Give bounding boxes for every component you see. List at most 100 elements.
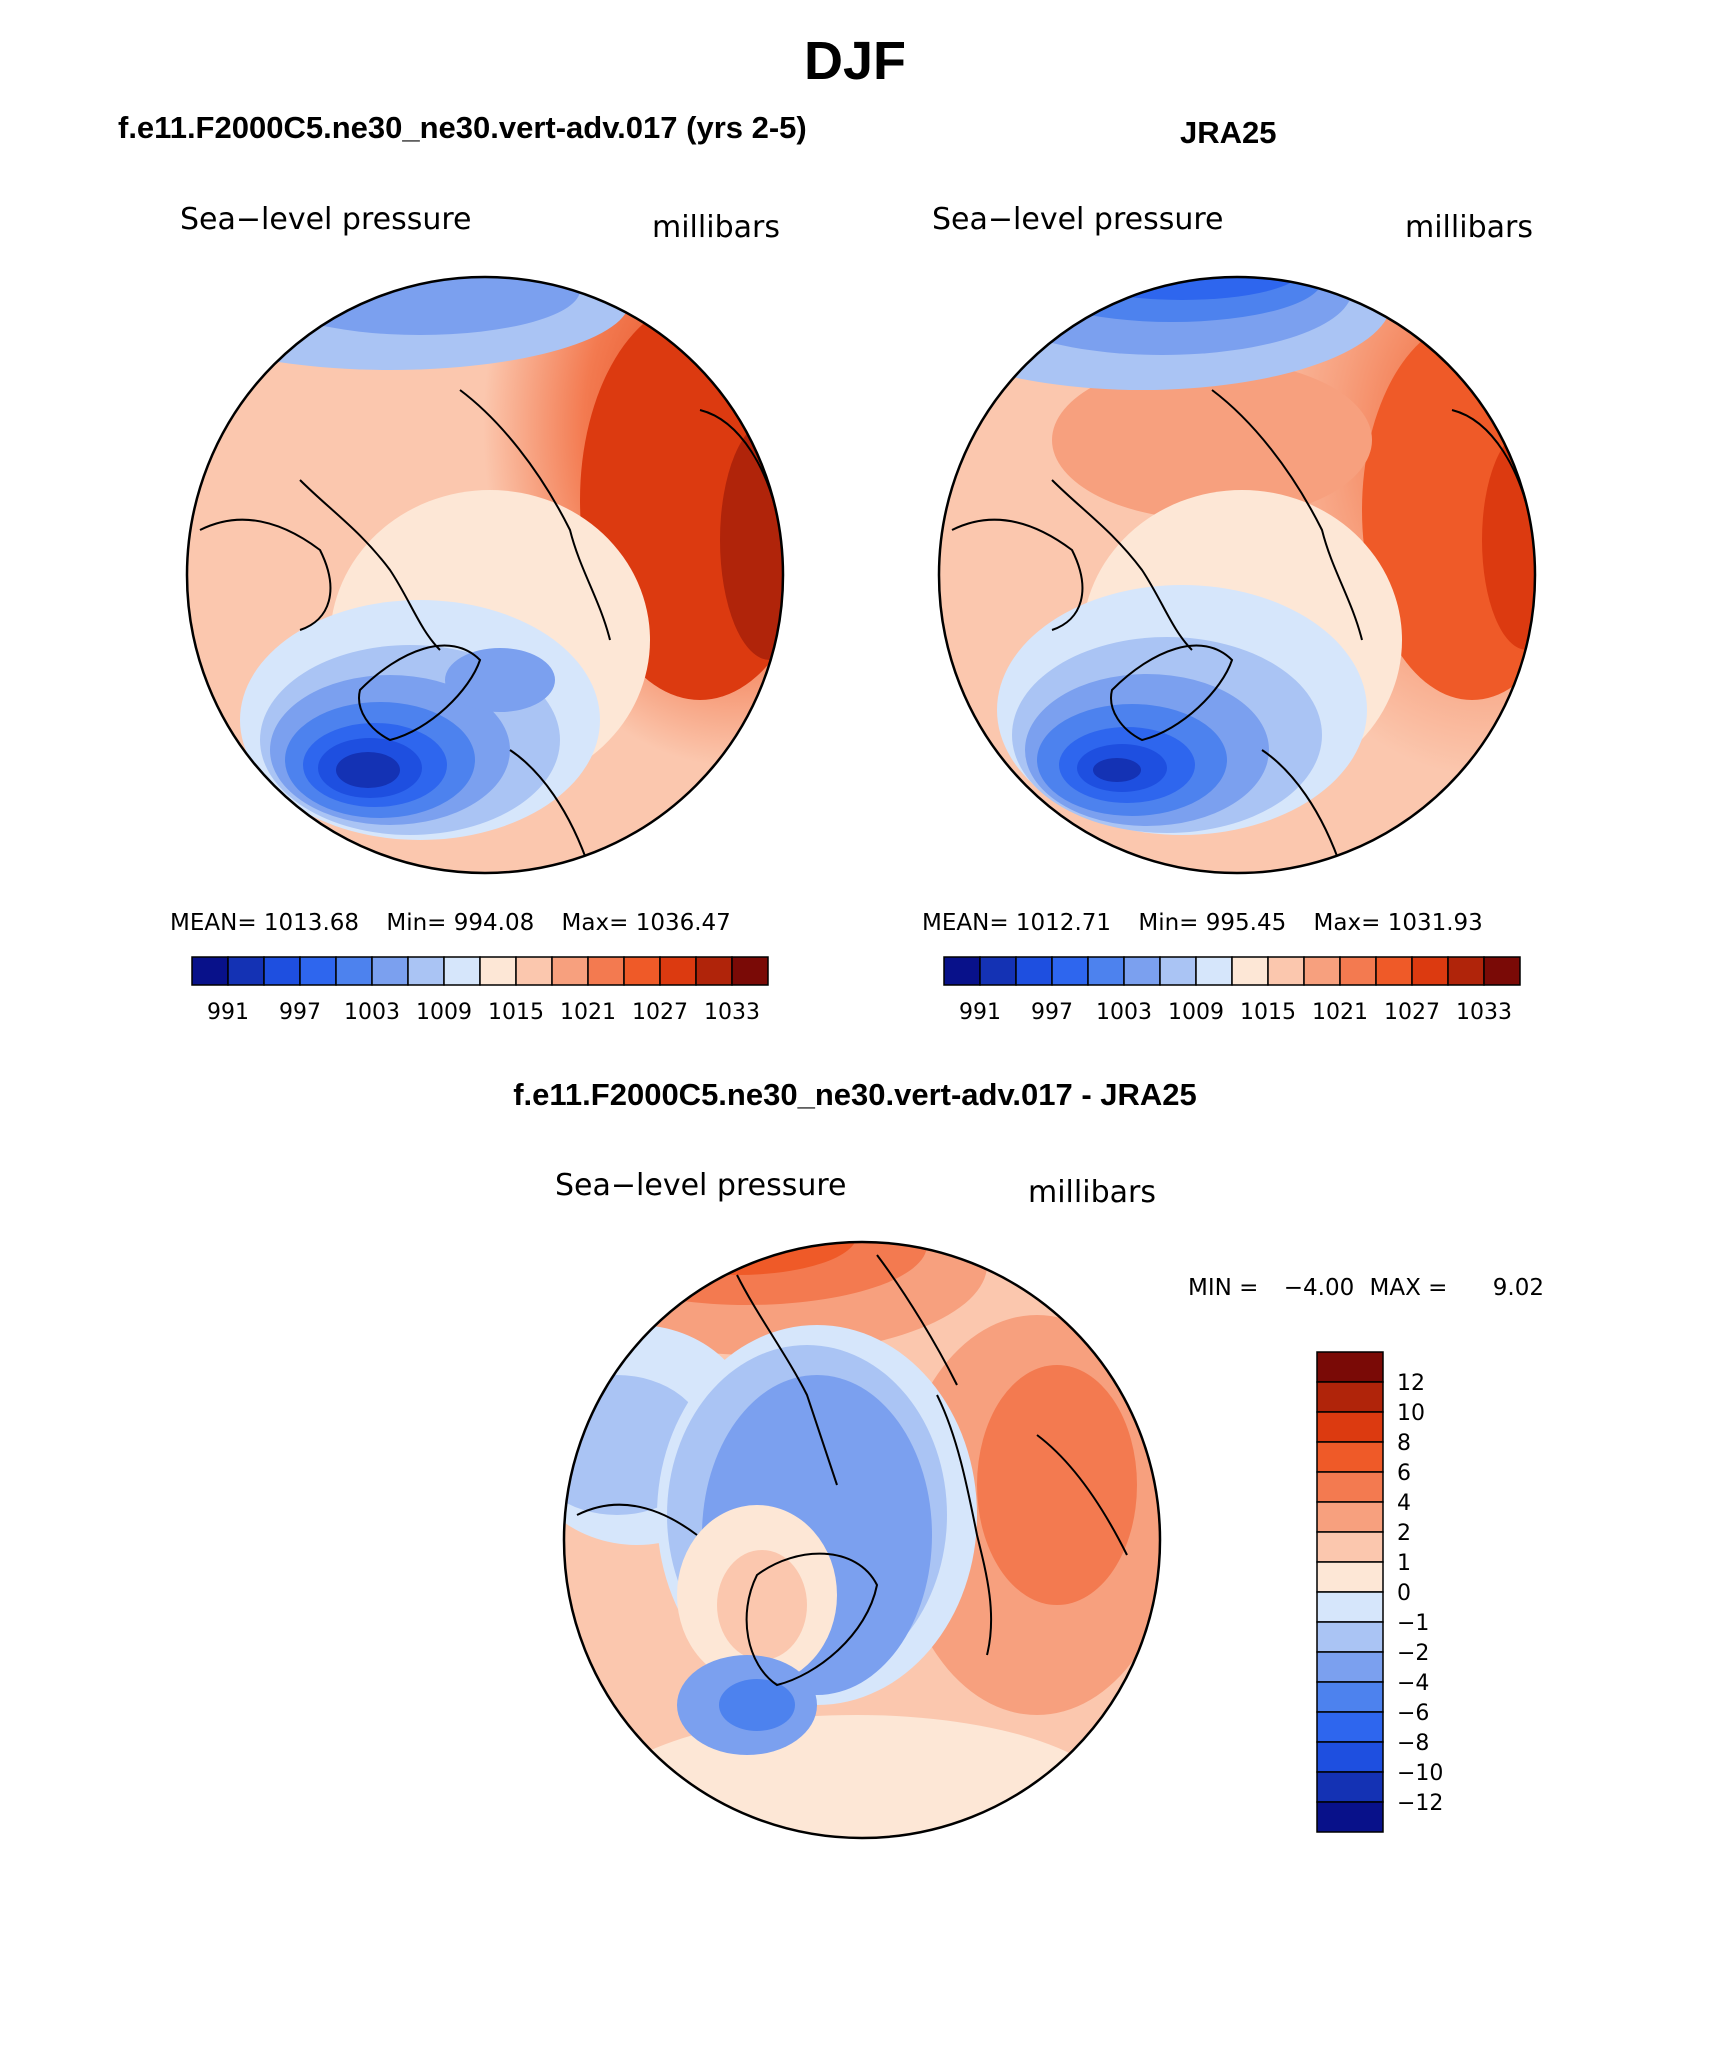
panel-3-colorbar-tick-label: −8: [1397, 1731, 1429, 1756]
panel-1-right-label: millibars: [652, 210, 780, 245]
panel-2-colorbar-tick-label: 1021: [1312, 1000, 1368, 1025]
panel-1-colorbar-swatch: [227, 956, 265, 986]
panel-3-stats: MIN = −4.00 MAX = 9.02: [1188, 1275, 1544, 1301]
panel-1-max-label: Max=: [561, 910, 629, 936]
panel-3-title: f.e11.F2000C5.ne30_ne30.vert-adv.017 - J…: [513, 1077, 1197, 1112]
panel-3-colorbar-tick-label: 12: [1397, 1371, 1425, 1396]
panel-2-colorbar-swatch: [1231, 956, 1269, 986]
panel-2-max-value: 1031.93: [1387, 910, 1483, 936]
panel-3-colorbar-swatch: [1316, 1351, 1384, 1383]
panel-1-colorbar-swatch: [731, 956, 769, 986]
panel-3-colorbar-tick-label: 1: [1397, 1551, 1411, 1576]
panel-2-stats: MEAN= 1012.71 Min= 995.45 Max= 1031.93: [922, 910, 1483, 936]
panel-2-left-label: Sea−level pressure: [932, 202, 1224, 237]
panel-2-colorbar-swatch: [1195, 956, 1233, 986]
panel-3-min-value: −4.00: [1283, 1275, 1355, 1301]
panel-3-colorbar-swatch: [1316, 1381, 1384, 1413]
panel-3-colorbar-tick-label: 6: [1397, 1461, 1411, 1486]
panel-2-map: [937, 275, 1537, 875]
panel-2-colorbar-tick-label: 991: [959, 1000, 1001, 1025]
panel-1-colorbar-swatch: [587, 956, 625, 986]
panel-3-colorbar-tick-label: 8: [1397, 1431, 1411, 1456]
panel-2-colorbar-swatch: [1483, 956, 1521, 986]
panel-3-colorbar-tick-label: 0: [1397, 1581, 1411, 1606]
panel-1-colorbar-tick-label: 997: [279, 1000, 321, 1025]
panel-1-max-value: 1036.47: [635, 910, 731, 936]
panel-2-colorbar-swatch: [1159, 956, 1197, 986]
panel-2-colorbar-swatch: [1339, 956, 1377, 986]
panel-2-mean-label: MEAN=: [922, 910, 1009, 936]
panel-3-colorbar-tick-label: −6: [1397, 1701, 1429, 1726]
panel-1-colorbar-swatch: [551, 956, 589, 986]
panel-1-map: [185, 275, 785, 875]
panel-3-min-label: MIN =: [1188, 1275, 1259, 1301]
panel-3-colorbar-swatch: [1316, 1621, 1384, 1653]
panel-2-right-label: millibars: [1405, 210, 1533, 245]
panel-1-colorbar-swatch: [263, 956, 301, 986]
panel-1-colorbar: 991 997 1003 1009 1015 1021 1027 1033: [191, 956, 769, 1025]
panel-2-colorbar-swatch: [1303, 956, 1341, 986]
panel-2-colorbar-swatch: [943, 956, 981, 986]
panel-1-title: f.e11.F2000C5.ne30_ne30.vert-adv.017 (yr…: [118, 110, 807, 145]
panel-1-colorbar-tick-label: 1021: [560, 1000, 616, 1025]
panel-3-colorbar-tick-label: −2: [1397, 1641, 1429, 1666]
panel-1-colorbar-tick-label: 1033: [704, 1000, 760, 1025]
panel-3-colorbar-swatch: [1316, 1471, 1384, 1503]
panel-1-mean-label: MEAN=: [170, 910, 257, 936]
panel-2-colorbar-swatch: [979, 956, 1017, 986]
panel-3-colorbar-tick-label: 4: [1397, 1491, 1411, 1516]
panel-3-colorbar-tick-label: −4: [1397, 1671, 1429, 1696]
panel-2-colorbar-swatch: [1375, 956, 1413, 986]
panel-1-mean-value: 1013.68: [263, 910, 360, 936]
panel-3-colorbar-swatch: [1316, 1411, 1384, 1443]
panel-1-min-label: Min=: [386, 910, 447, 936]
panel-2-colorbar-tick-label: 1015: [1240, 1000, 1296, 1025]
panel-1-colorbar-tick-label: 991: [207, 1000, 249, 1025]
panel-1-colorbar-swatch: [479, 956, 517, 986]
panel-2-colorbar-swatch: [1087, 956, 1125, 986]
panel-1-colorbar-swatch: [659, 956, 697, 986]
panel-2-max-label: Max=: [1313, 910, 1381, 936]
panel-3-colorbar-swatch: [1316, 1441, 1384, 1473]
panel-1-colorbar-swatch: [623, 956, 661, 986]
panel-2-colorbar-tick-label: 1027: [1384, 1000, 1440, 1025]
panel-1-colorbar-swatch: [515, 956, 553, 986]
panel-1-colorbar-swatch: [335, 956, 373, 986]
panel-2-colorbar-tick-label: 1003: [1096, 1000, 1152, 1025]
panel-3-colorbar-swatch: [1316, 1501, 1384, 1533]
panel-3-colorbar-swatch: [1316, 1651, 1384, 1683]
panel-2-colorbar-swatch: [1447, 956, 1485, 986]
panel-3-colorbar-tick-label: −10: [1397, 1761, 1443, 1786]
panel-2-colorbar-tick-label: 1033: [1456, 1000, 1512, 1025]
panel-2-min-label: Min=: [1138, 910, 1199, 936]
panel-1-colorbar-tick-label: 1003: [344, 1000, 400, 1025]
panel-1-colorbar-tick-label: 1027: [632, 1000, 688, 1025]
panel-1-colorbar-swatch: [695, 956, 733, 986]
panel-3-colorbar-swatch: [1316, 1771, 1384, 1803]
panel-3-colorbar-swatch: [1316, 1681, 1384, 1713]
panel-1-colorbar-swatch: [299, 956, 337, 986]
panel-1-min-value: 994.08: [453, 910, 535, 936]
panel-2-colorbar-swatch: [1411, 956, 1449, 986]
panel-2-title: JRA25: [1180, 115, 1277, 150]
panel-2-colorbar-swatch: [1267, 956, 1305, 986]
panel-3-colorbar-tick-label: −1: [1397, 1611, 1429, 1636]
panel-3-colorbar-swatch: [1316, 1741, 1384, 1773]
panel-3-left-label: Sea−level pressure: [555, 1168, 847, 1203]
panel-3-colorbar-swatch: [1316, 1801, 1384, 1833]
panel-1-left-label: Sea−level pressure: [180, 202, 472, 237]
panel-2-mean-value: 1012.71: [1015, 910, 1112, 936]
panel-2-colorbar-tick-label: 1009: [1168, 1000, 1224, 1025]
panel-3-colorbar-swatch: [1316, 1711, 1384, 1743]
panel-3-max-value: 9.02: [1492, 1275, 1544, 1301]
panel-3-colorbar-swatch: [1316, 1591, 1384, 1623]
panel-2-colorbar-tick-label: 997: [1031, 1000, 1073, 1025]
panel-1-colorbar-swatch: [371, 956, 409, 986]
panel-2-colorbar-swatch: [1051, 956, 1089, 986]
panel-1-colorbar-swatch: [191, 956, 229, 986]
panel-1-colorbar-swatch: [443, 956, 481, 986]
panel-3-colorbar-swatch: [1316, 1561, 1384, 1593]
panel-1-colorbar-tick-label: 1009: [416, 1000, 472, 1025]
panel-2-min-value: 995.45: [1205, 910, 1287, 936]
